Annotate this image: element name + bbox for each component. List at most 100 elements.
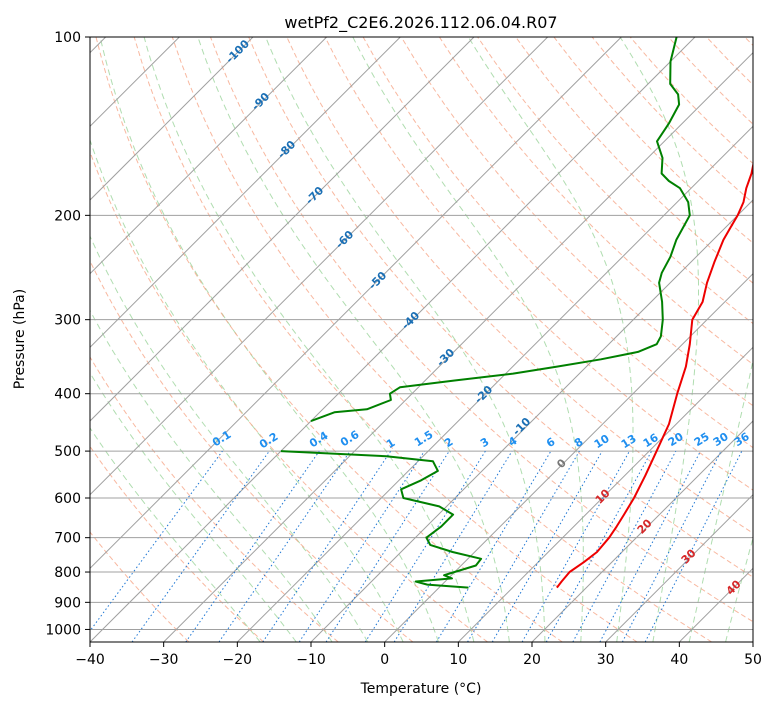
moist-adiabat-line [467, 37, 634, 642]
isotherm-line [90, 37, 401, 349]
mixing-ratio-label: 0.4 [307, 429, 331, 451]
mixing-ratio-label: 25 [692, 430, 712, 449]
x-axis-label: Temperature (°C) [360, 681, 482, 697]
mixing-ratio-label: 0.2 [257, 430, 280, 451]
dry-adiabat-line [515, 37, 753, 284]
mixing-ratio-line [435, 450, 552, 642]
mixing-ratio-label: 0.6 [338, 428, 362, 450]
dry-adiabat-label: -20 [472, 383, 495, 406]
pressure-gridlines [90, 37, 753, 630]
dry-adiabat-line [706, 37, 753, 86]
moist-adiabat-line [90, 371, 297, 642]
moist-adiabat-label: 10 [593, 486, 613, 506]
moist-adiabat-line [143, 37, 475, 642]
mixing-ratio-label: 1.5 [412, 428, 435, 449]
dry-adiabat-line [90, 150, 488, 642]
mixing-ratio-line [131, 450, 270, 642]
isotherm-line [90, 37, 696, 642]
profile-lines [280, 37, 753, 589]
moist-adiabat-line [197, 37, 510, 642]
x-tick-label: −40 [75, 652, 105, 668]
dry-adiabat-line [438, 37, 753, 366]
moist-adiabat-line [90, 235, 369, 642]
x-tick-label: 30 [597, 652, 615, 668]
moist-adiabat-line [90, 138, 404, 642]
mixing-ratio-line [325, 450, 450, 642]
dry-adiabat-label: -90 [249, 90, 272, 113]
mixing-ratio-line [572, 450, 677, 642]
dry-adiabat-label: -80 [275, 138, 298, 161]
dry-adiabat-label: -10 [510, 415, 533, 438]
moist-adiabat-line [725, 536, 753, 642]
dry-adiabat-line [553, 37, 753, 244]
mixing-ratio-line [599, 450, 701, 642]
dry-adiabat-line [90, 259, 414, 642]
chart-title: wetPf2_C2E6.2026.112.06.04.R07 [284, 13, 557, 33]
mixing-ratio-label: 10 [592, 432, 612, 451]
dewpoint-line [280, 450, 483, 589]
dry-adiabat-line [90, 356, 339, 642]
isotherm-line [531, 420, 753, 642]
isotherm-line [457, 346, 753, 642]
x-tick-label: 20 [523, 652, 541, 668]
plot-area: 0.1 0.2 0.4 0.6 1 1.5 2 3 4 6 8 10 13 16 20 25 30 36-100-… [90, 37, 753, 642]
y-tick-label: 1000 [45, 622, 81, 638]
y-tick-label: 200 [54, 208, 81, 224]
moist-adiabats [90, 37, 753, 642]
x-tick-label: 40 [670, 652, 688, 668]
dry-adiabat-line [90, 445, 264, 642]
moist-adiabat-line [619, 37, 699, 642]
y-axis-ticks: 100 200 300 400 500 600 700 800 900 1000 [45, 30, 90, 638]
dry-adiabat-line [133, 37, 638, 642]
dry-adiabat-line [171, 37, 712, 642]
x-axis-ticks: −40 −30 −20 −10 0 10 20 30 40 50 [75, 642, 762, 668]
isotherm-line [605, 493, 753, 642]
x-tick-label: 10 [449, 652, 467, 668]
plot-frame [89, 36, 754, 643]
mixing-ratio-line [185, 450, 320, 642]
moist-adiabat-label: 0 [554, 456, 569, 471]
y-tick-label: 300 [54, 313, 81, 329]
moist-adiabat-line [90, 309, 333, 642]
x-tick-label: 50 [744, 652, 762, 668]
mixing-ratio-line [262, 450, 392, 642]
isotherm-line [90, 37, 328, 275]
dry-adiabat-line [362, 37, 753, 449]
mixing-ratio-line [218, 450, 351, 642]
mixing-ratio-label: 13 [619, 432, 639, 451]
dry-adiabat-line [210, 37, 753, 623]
dry-adiabat-line [90, 531, 190, 642]
isotherm-line [384, 272, 753, 642]
isotherm-line [90, 37, 475, 422]
mixing-ratio-line [521, 450, 630, 642]
mixing-ratio-line [298, 450, 425, 642]
x-tick-label: −10 [296, 652, 326, 668]
dry-adiabat-line [248, 37, 753, 578]
mixing-ratio-line [364, 450, 486, 642]
y-tick-label: 400 [54, 387, 81, 403]
mixing-ratio-line [393, 450, 513, 642]
isotherm-line [90, 37, 254, 201]
moist-adiabat-line [688, 358, 753, 642]
y-tick-label: 800 [54, 565, 81, 581]
mixing-ratio-lines [90, 450, 743, 642]
mixing-ratio-line [644, 450, 743, 642]
mixing-ratio-line [491, 450, 603, 642]
temperature-line [556, 160, 753, 589]
y-tick-label: 600 [54, 491, 81, 507]
y-tick-label: 500 [54, 444, 81, 460]
mixing-ratio-label: 0.1 [210, 428, 233, 449]
isotherm-line [90, 37, 549, 496]
isotherm-line [236, 125, 753, 642]
isotherm-line [90, 37, 622, 570]
mixing-ratio-label: 3 [478, 435, 491, 450]
isotherm-line [163, 51, 753, 642]
moist-adiabat-label: 30 [679, 546, 699, 566]
y-tick-label: 900 [54, 595, 81, 611]
mixing-ratio-label: 6 [544, 435, 558, 450]
dewpoint-line [310, 37, 691, 423]
mixing-ratio-line [90, 450, 223, 632]
moist-adiabat-line [352, 37, 584, 642]
y-tick-label: 100 [54, 30, 81, 46]
